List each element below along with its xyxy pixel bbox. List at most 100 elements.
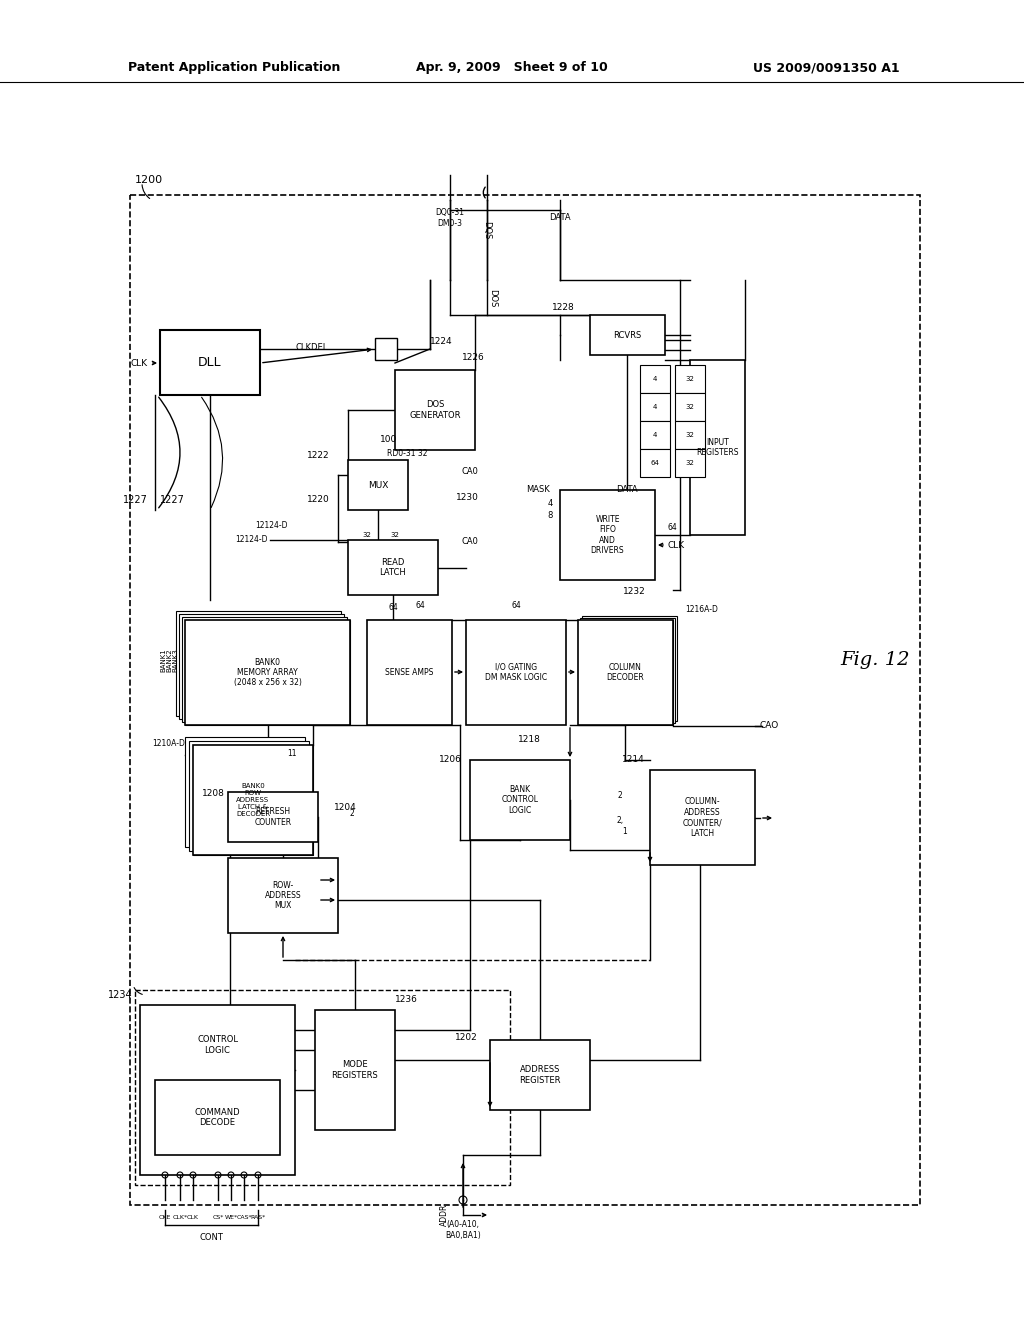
Text: DATA: DATA [616,486,638,495]
Text: RAS*: RAS* [251,1214,265,1220]
Text: BANK2: BANK2 [166,648,172,672]
Bar [675,421,705,449]
Text: BANK0
ROW
ADDRESS
LATCH &
DECODER: BANK0 ROW ADDRESS LATCH & DECODER [236,783,270,817]
Bar [466,620,566,725]
Text: 1227: 1227 [160,495,185,506]
Text: CS*: CS* [212,1214,223,1220]
Bar [675,393,705,421]
Bar [348,540,438,595]
Text: READ
LATCH: READ LATCH [380,558,407,577]
Text: 64: 64 [511,601,521,610]
Text: 1230: 1230 [456,494,479,503]
Text: WE*: WE* [224,1214,238,1220]
Text: CKE: CKE [159,1214,171,1220]
Text: 1224: 1224 [430,338,453,346]
Text: 32: 32 [685,432,694,438]
Text: DQS: DQS [482,220,492,239]
Text: 2: 2 [617,791,623,800]
Text: 64: 64 [388,603,398,612]
Text: CA0: CA0 [462,537,479,546]
Text: CAO: CAO [760,722,779,730]
Text: 8: 8 [547,511,553,520]
Text: Fig. 12: Fig. 12 [840,651,909,669]
Text: CA0: CA0 [462,467,479,477]
Text: COMMAND
DECODE: COMMAND DECODE [195,1107,241,1127]
Text: 1232: 1232 [623,587,646,597]
Text: MODE
REGISTERS: MODE REGISTERS [332,1060,379,1080]
Text: COLUMN-
ADDRESS
COUNTER/
LATCH: COLUMN- ADDRESS COUNTER/ LATCH [683,797,722,838]
Text: I/O GATING
DM MASK LOGIC: I/O GATING DM MASK LOGIC [485,663,547,682]
Text: CONTROL
LOGIC: CONTROL LOGIC [197,1035,238,1055]
Bar [640,366,670,393]
Bar [135,990,510,1185]
Text: COLUMN
DECODER: COLUMN DECODER [606,663,644,682]
Text: CLK: CLK [187,1214,199,1220]
Bar [490,1040,590,1110]
Bar [176,611,341,715]
Text: 1: 1 [623,828,628,837]
Bar [580,618,675,723]
Text: 2: 2 [350,809,354,818]
Text: DOS: DOS [488,289,498,308]
Text: 1214: 1214 [623,755,645,764]
Bar [189,741,309,851]
Text: DLL: DLL [199,356,222,370]
Text: (A0-A10,
BA0,BA1): (A0-A10, BA0,BA1) [445,1220,481,1239]
Bar [228,858,338,933]
Text: RD0-31 32: RD0-31 32 [387,449,427,458]
Text: BANK
CONTROL
LOGIC: BANK CONTROL LOGIC [502,785,539,814]
Bar [193,744,313,855]
Text: 32: 32 [685,459,694,466]
Text: CAS*: CAS* [237,1214,252,1220]
Text: 1218: 1218 [518,735,541,744]
Text: 4: 4 [548,499,553,507]
Bar [155,1080,280,1155]
Text: DATA: DATA [549,214,570,223]
Text: 1216A-D: 1216A-D [685,606,718,615]
Bar [470,760,570,840]
Bar [395,370,475,450]
Text: Apr. 9, 2009   Sheet 9 of 10: Apr. 9, 2009 Sheet 9 of 10 [416,62,608,74]
Text: Patent Application Publication: Patent Application Publication [128,62,340,74]
Text: 12124-D: 12124-D [255,520,288,529]
Bar [675,366,705,393]
Text: CLK: CLK [131,359,148,367]
Bar [578,620,673,725]
Bar [140,1005,295,1175]
Text: 1227: 1227 [123,495,148,506]
Text: 100: 100 [380,436,397,445]
Bar [590,315,665,355]
Text: 4: 4 [653,376,657,381]
Bar [348,459,408,510]
Text: 32: 32 [685,404,694,411]
Text: 1206: 1206 [439,755,462,764]
Text: 4: 4 [653,432,657,438]
Text: DQ0-31
DM0-3: DQ0-31 DM0-3 [435,209,465,227]
Text: 32: 32 [685,376,694,381]
Bar [578,620,673,725]
Text: ADDR: ADDR [440,1204,449,1226]
Text: CLK*: CLK* [172,1214,187,1220]
Bar [185,620,350,725]
Bar [560,490,655,579]
Bar [160,330,260,395]
Text: 1204: 1204 [334,804,357,813]
Bar [640,421,670,449]
Text: INPUT
REGISTERS: INPUT REGISTERS [696,438,738,457]
Bar [367,620,452,725]
Text: 1208: 1208 [202,788,225,797]
Text: 64: 64 [415,601,425,610]
Text: 32: 32 [362,532,372,539]
Bar [182,616,347,722]
Text: SENSE AMPS: SENSE AMPS [385,668,434,677]
Text: ADDRESS
REGISTER: ADDRESS REGISTER [519,1065,561,1085]
Text: BANK1: BANK1 [160,648,166,672]
Text: BANK3: BANK3 [172,648,178,672]
Bar [675,449,705,477]
Text: 1200: 1200 [135,176,163,185]
Text: 64: 64 [650,459,659,466]
Text: RCVRS: RCVRS [613,330,642,339]
Bar [228,792,318,842]
Text: 1220: 1220 [307,495,330,504]
Text: DOS
GENERATOR: DOS GENERATOR [410,400,461,420]
